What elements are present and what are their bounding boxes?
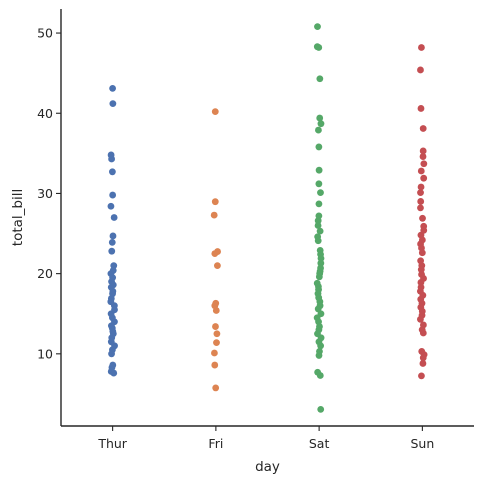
data-point-sun <box>419 329 427 337</box>
data-point-thur <box>109 232 117 240</box>
y-tick-label: 30 <box>37 186 53 201</box>
y-axis-label: total_bill <box>10 189 26 246</box>
data-point-sat <box>315 273 323 281</box>
data-point-sun <box>417 279 425 286</box>
y-tick-label: 20 <box>37 266 53 281</box>
data-point-sat <box>315 166 323 174</box>
x-tick-label: Fri <box>208 436 223 451</box>
data-point-thur <box>109 168 116 176</box>
data-point-sat <box>314 217 322 225</box>
data-point-sat <box>314 237 322 245</box>
data-point-sun <box>419 360 427 367</box>
data-point-fri <box>212 307 220 314</box>
data-point-sat <box>316 75 324 83</box>
data-point-sun <box>419 153 427 160</box>
x-tick-label: Sat <box>309 436 330 451</box>
data-point-sat <box>315 44 323 51</box>
data-point-fri <box>211 250 219 257</box>
data-point-sun <box>417 105 425 112</box>
data-point-thur <box>109 100 117 108</box>
data-point-sun <box>418 44 425 51</box>
x-tick-label: Sun <box>410 436 434 451</box>
data-point-thur <box>109 191 117 199</box>
data-point-sun <box>417 189 424 197</box>
data-point-thur <box>107 202 115 210</box>
data-point-sat <box>316 227 324 235</box>
data-point-sun <box>417 204 424 212</box>
data-point-thur <box>108 350 115 358</box>
data-point-thur <box>110 369 118 377</box>
data-point-fri <box>210 211 218 219</box>
data-point-sat <box>316 114 324 122</box>
data-point-sun <box>419 354 427 362</box>
data-point-sat <box>315 200 323 208</box>
y-tick-label: 40 <box>37 106 53 121</box>
data-point-thur <box>108 155 115 163</box>
data-point-sat <box>315 352 323 359</box>
x-axis-label: day <box>255 459 280 475</box>
data-point-sat <box>317 120 325 128</box>
y-tick-label: 50 <box>37 26 53 41</box>
data-point-sun <box>417 266 425 274</box>
data-point-sun <box>417 315 424 323</box>
data-point-sat <box>316 372 324 379</box>
data-point-fri <box>211 349 218 357</box>
data-point-sat <box>317 406 325 413</box>
data-point-sun <box>419 125 427 132</box>
data-point-sat <box>315 180 323 188</box>
data-point-sun <box>418 249 426 257</box>
data-points <box>107 23 428 413</box>
data-point-fri <box>212 384 220 392</box>
data-point-sun <box>420 174 428 182</box>
x-tick-label: Thur <box>97 436 127 451</box>
data-point-fri <box>213 339 220 346</box>
data-point-sun <box>417 167 425 175</box>
data-point-sun <box>420 160 428 168</box>
data-point-sat <box>317 342 325 350</box>
data-point-sun <box>418 372 425 380</box>
data-point-fri <box>213 330 221 338</box>
data-point-sun <box>419 214 426 222</box>
y-tick-label: 10 <box>37 346 53 361</box>
data-point-fri <box>214 262 221 270</box>
y-axis-ticks: 10 20 30 40 50 <box>37 26 61 361</box>
data-point-sat <box>317 255 325 262</box>
data-point-sat <box>317 189 324 197</box>
data-point-sat <box>314 222 322 229</box>
data-point-fri <box>211 108 219 116</box>
data-point-sat <box>317 259 325 267</box>
data-point-thur <box>109 84 116 92</box>
data-point-fri <box>212 323 219 330</box>
data-point-thur <box>110 214 118 221</box>
data-point-fri <box>211 361 219 369</box>
x-axis-ticks: Thur Fri Sat Sun <box>97 426 434 451</box>
data-point-thur <box>108 238 116 246</box>
data-point-sun <box>417 198 425 205</box>
data-point-sat <box>314 23 321 31</box>
data-point-fri <box>211 198 219 206</box>
data-point-sun <box>417 66 424 74</box>
data-point-sun <box>417 183 425 191</box>
data-point-thur <box>108 247 116 255</box>
data-point-sun <box>419 147 427 155</box>
data-point-sat <box>315 126 322 134</box>
data-point-sat <box>315 143 323 151</box>
